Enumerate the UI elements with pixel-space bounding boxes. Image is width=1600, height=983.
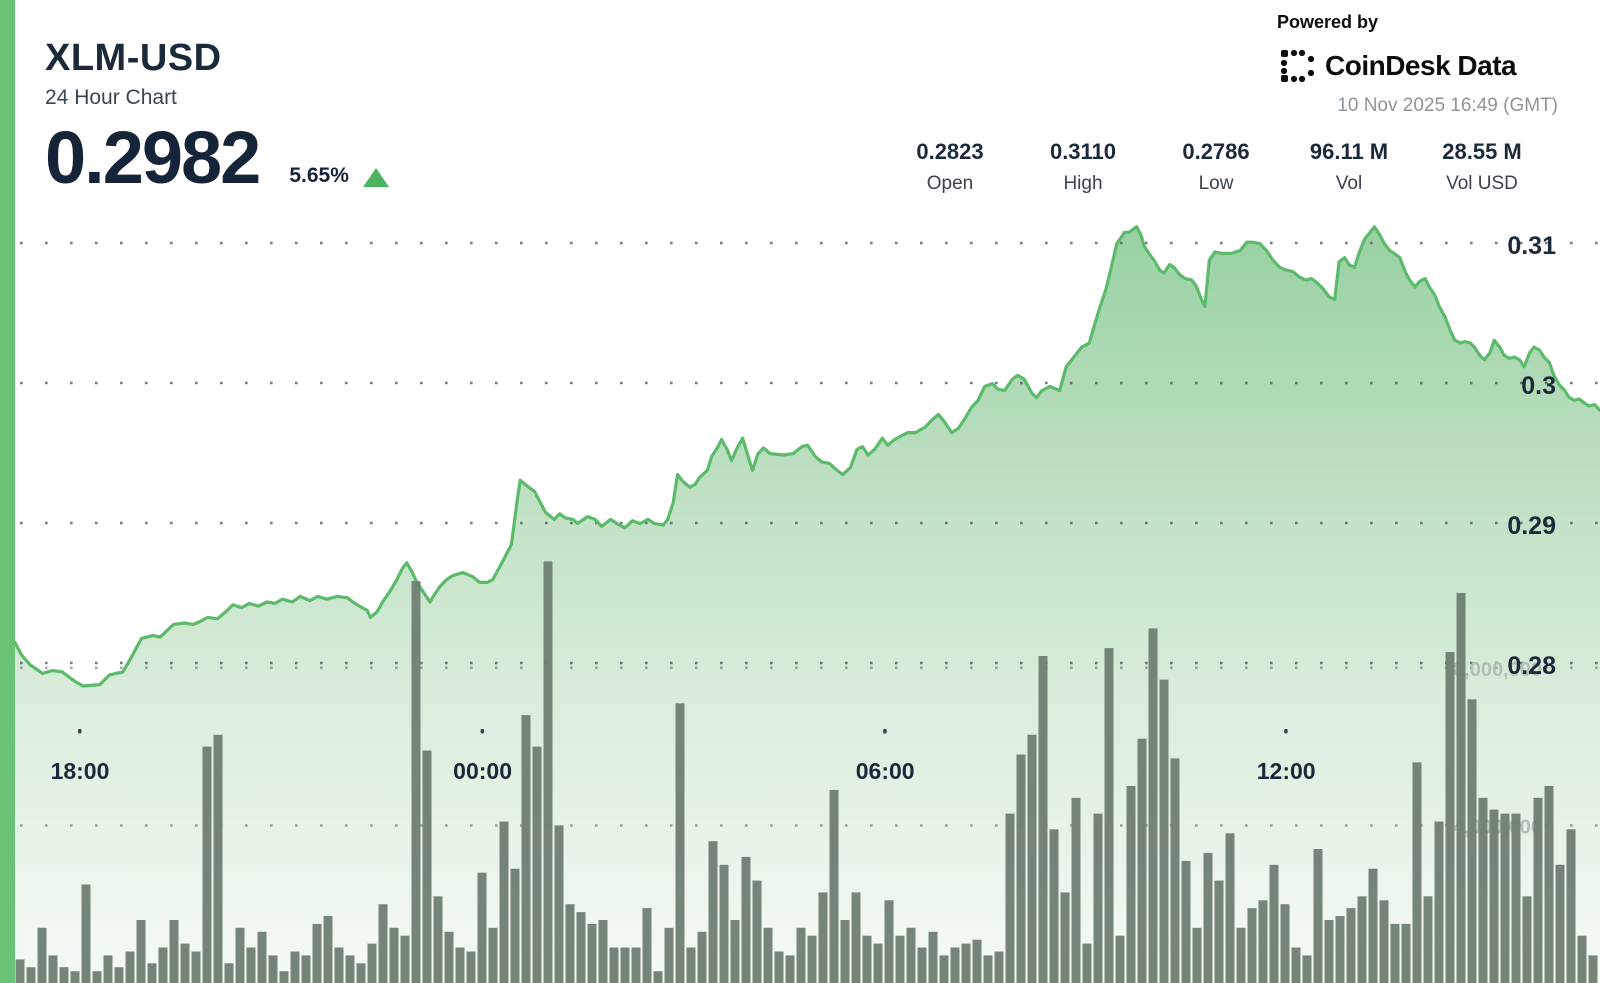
stat-vol-usd: 28.55 M Vol USD: [1422, 139, 1542, 195]
branding-block: Powered by CoinDesk Data 10 Nov 2025 1: [1277, 12, 1558, 117]
data-timestamp: 10 Nov 2025 16:49 (GMT): [1337, 95, 1558, 116]
stat-low-label: Low: [1198, 173, 1234, 194]
price-row: 0.2982 5.65%: [45, 118, 389, 198]
stat-high: 0.3110 High: [1023, 139, 1143, 195]
stat-open: 0.2823 Open: [890, 139, 1010, 195]
price-line: [13, 225, 1600, 688]
price-axis-label-0.29: 0.29: [1507, 512, 1556, 540]
change-up-triangle-icon: [362, 168, 389, 187]
current-price: 0.2982: [45, 116, 261, 199]
price-axis-label-0.31: 0.31: [1507, 232, 1556, 260]
volume-bars: [15, 561, 1598, 983]
provider-name: CoinDesk Data: [1325, 50, 1517, 81]
left-accent-strip: [0, 0, 15, 983]
stat-high-label: High: [1063, 173, 1103, 194]
time-axis-label-12:00: 12:00: [1257, 758, 1316, 784]
stat-vol-label: Vol: [1335, 173, 1363, 194]
powered-by-label: Powered by: [1277, 12, 1379, 32]
time-axis-label-06:00: 06:00: [856, 758, 915, 784]
stat-open-value: 0.2823: [916, 139, 984, 164]
time-tick-dot: [480, 729, 485, 734]
price-axis-label-0.28: 0.28: [1507, 652, 1556, 680]
time-tick-dot: [883, 729, 887, 734]
price-axis-label-0.3: 0.3: [1521, 372, 1556, 400]
price-area-fill: [15, 226, 1600, 983]
time-axis-label-18:00: 18:00: [51, 758, 110, 784]
coindesk-logo-icon: [1280, 49, 1315, 83]
symbol-title: XLM-USD: [45, 37, 222, 79]
volume-axis-label: 8,000,000: [1453, 659, 1542, 681]
chart-header: XLM-USD 24 Hour Chart: [45, 38, 222, 110]
stat-vol: 96.11 M Vol: [1289, 139, 1409, 195]
stat-vol-usd-value: 28.55 M: [1442, 139, 1522, 164]
time-tick-dot: [77, 729, 82, 734]
time-axis-label-00:00: 00:00: [453, 758, 512, 784]
stat-vol-usd-label: Vol USD: [1446, 173, 1518, 194]
change-percent: 5.65%: [289, 164, 349, 187]
provider-logo-row: CoinDesk Data: [1277, 46, 1558, 86]
ohlc-stats-row: 0.2823 Open 0.3110 High 0.2786 Low 96.11…: [890, 139, 1542, 195]
stat-vol-value: 96.11 M: [1309, 139, 1389, 164]
chart-subtitle: 24 Hour Chart: [45, 86, 177, 109]
stat-low-value: 0.2786: [1182, 139, 1250, 164]
stat-open-label: Open: [926, 173, 974, 194]
stat-high-value: 0.3110: [1049, 139, 1117, 164]
stat-low: 0.2786 Low: [1156, 139, 1276, 195]
time-tick-dot: [1284, 729, 1288, 734]
